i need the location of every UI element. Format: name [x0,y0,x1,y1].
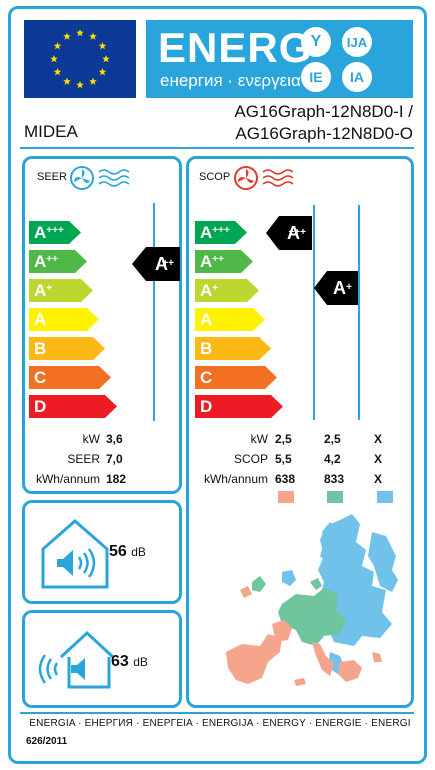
model-line-2: AG16Graph-12N8D0-O [235,124,413,143]
seer-class-label: D [34,397,47,416]
indoor-noise-value: 56 dB [109,543,146,560]
seer-rating-marker: A ++ [132,247,180,281]
scop-average-kw: 2,5 [324,432,341,446]
seer-value-kwh: 182 [106,472,127,486]
seer-value-seer: 7,0 [106,452,123,466]
lang-code-ija: IJA [342,27,372,57]
colder-zone-swatch [377,491,393,503]
scop-warmer-kw: 2,5 [275,432,292,446]
seer-class-label: A [34,310,47,329]
scop-class-arrow: A [195,308,265,331]
outdoor-noise-panel: 63 dB [22,610,182,708]
seer-class-arrow: A+ [29,279,93,302]
europe-climate-map-icon [226,514,398,686]
scop-class-label: A+++ [200,223,230,242]
scop-colder-kwh: X [374,472,383,486]
footer-divider [20,712,414,714]
seer-value-kw: 3,6 [106,432,123,446]
scop-warmer-scop: 5,5 [275,452,292,466]
scop-average-kwh: 833 [324,472,345,486]
scop-class-arrow: D [195,395,283,418]
scop-warmer-kwh: 638 [275,472,296,486]
scop-class-label: C [200,368,213,387]
seer-class-label: A+ [34,281,53,300]
outdoor-noise-value: 63 dB [111,653,148,670]
scop-class-arrow: C [195,366,277,389]
seer-class-arrow: D [29,395,117,418]
brand-name: MIDEA [24,122,78,141]
seer-title: SEER [37,171,67,183]
heating-fan-icon [234,166,294,190]
seer-rating-line [153,203,155,421]
scop-label-kwh: kWh/annum [203,472,268,486]
energ-title: ENERG [158,24,313,71]
scop-title: SCOP [199,171,231,183]
scop-class-label: A [200,310,213,329]
scop-class-arrow: B [195,337,271,360]
model-line-1: AG16Graph-12N8D0-I / [234,102,413,121]
indoor-speaker-icon [41,519,109,589]
scop-class-label: B [200,339,213,358]
scop-colder-scop: X [374,452,383,466]
warmer-zone-swatch [278,491,294,503]
seer-label-seer: SEER [67,452,100,466]
scop-label-kw: kW [250,432,268,446]
lang-code-y: Y [301,27,331,57]
cooling-fan-icon [70,166,130,190]
energy-header: ENERG енергия · ενεργεια Y IJA IE IA [146,20,413,98]
seer-class-label: A++ [34,252,58,271]
seer-class-arrow: A++ [29,250,87,273]
scop-class-arrow: A+++ [195,221,247,244]
scop-class-label: D [200,397,213,416]
seer-class-arrow: C [29,366,111,389]
seer-class-arrow: A [29,308,99,331]
indoor-noise-panel: 56 dB [22,500,182,604]
regulation-number: 626/2011 [26,736,68,747]
scop-warmer-rating-marker: A +++ [266,216,312,250]
seer-class-arrow: B [29,337,105,360]
scop-label-scop: SCOP [233,452,268,466]
scop-class-label: A++ [200,252,224,271]
seer-label-kwh: kWh/annum [35,472,100,486]
scop-average-rating-marker: A + [314,271,358,305]
eu-flag-icon [24,20,136,98]
lang-code-ia: IA [342,62,372,92]
footer-languages: ENERGIA · ЕНЕРГИЯ · ΕΝΕΡΓΕΙΑ · ENERGIJA … [29,718,411,729]
scop-class-arrow: A+ [195,279,259,302]
lang-code-ie: IE [301,62,331,92]
scop-colder-kw: X [374,432,383,446]
scop-class-label: A+ [200,281,219,300]
scop-average-line [358,205,360,420]
seer-class-label: B [34,339,47,358]
seer-label-kw: kW [82,432,100,446]
outdoor-speaker-icon [38,630,115,689]
divider [20,147,414,149]
seer-class-label: C [34,368,47,387]
scop-class-arrow: A++ [195,250,253,273]
seer-class-arrow: A+++ [29,221,81,244]
average-zone-swatch [327,491,343,503]
energ-subtitle: енергия · ενεργεια [160,71,301,90]
seer-class-label: A+++ [34,223,64,242]
scop-warmer-line [313,205,315,420]
scop-average-scop: 4,2 [324,452,341,466]
